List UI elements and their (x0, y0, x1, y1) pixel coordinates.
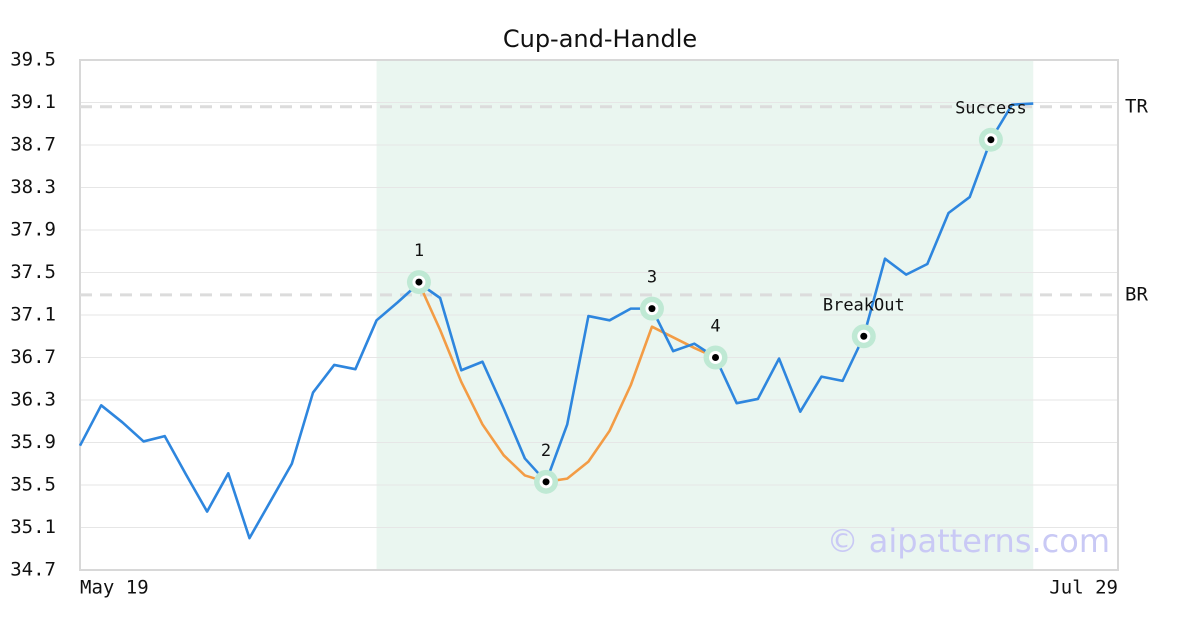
y-tick-label: 36.3 (10, 389, 56, 411)
watermark: © aipatterns.com (827, 522, 1110, 560)
annotation-point (648, 305, 656, 313)
annotation-label: Success (955, 99, 1027, 119)
level-label: TR (1125, 95, 1148, 117)
y-tick-label: 35.5 (10, 474, 56, 496)
annotation-label: 2 (541, 441, 551, 461)
y-tick-label: 38.7 (10, 134, 56, 156)
annotation-point (987, 136, 995, 144)
annotation-label: BreakOut (823, 295, 905, 315)
annotation-point (542, 478, 550, 486)
series-line (78, 102, 1034, 540)
level-label: BR (1125, 283, 1148, 305)
y-tick-label: 37.5 (10, 261, 56, 283)
y-tick-label: 37.9 (10, 219, 56, 241)
plot-frame (79, 59, 1119, 571)
annotation-point (860, 332, 868, 340)
y-tick-label: 39.5 (10, 49, 56, 71)
chart-title: Cup-and-Handle (503, 25, 697, 53)
annotation-label: 1 (414, 241, 424, 261)
annotation-point (712, 354, 720, 361)
x-tick-label: May 19 (80, 577, 149, 599)
annotation-point (415, 278, 423, 286)
y-tick-label: 36.7 (10, 346, 56, 368)
series-line (417, 282, 717, 484)
y-tick-label: 35.9 (10, 431, 56, 453)
y-tick-label: 34.7 (10, 559, 56, 581)
annotation-label: 3 (647, 268, 657, 288)
x-tick-label: Jul 29 (1049, 577, 1118, 599)
y-tick-label: 37.1 (10, 304, 56, 326)
y-tick-label: 38.3 (10, 176, 56, 198)
y-tick-label: 39.1 (10, 91, 56, 113)
annotation-label: 4 (710, 317, 720, 337)
y-tick-label: 35.1 (10, 516, 56, 538)
